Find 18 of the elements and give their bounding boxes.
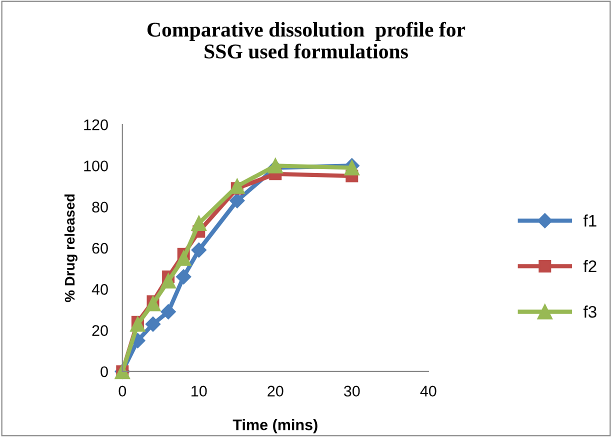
y-tick-label: 40 <box>92 284 108 295</box>
y-tick-label: 60 <box>92 242 108 254</box>
chart-title: Comparative dissolution profile for SSG used formulations <box>147 22 466 59</box>
y-axis-title: % Drug released <box>64 194 78 302</box>
y-tick-label: 20 <box>92 325 108 336</box>
x-tick-label: 20 <box>268 386 284 397</box>
y-tick-label: 100 <box>84 160 108 172</box>
y-tick-label: 120 <box>84 119 108 130</box>
x-tick-label: 30 <box>344 386 360 397</box>
y-tick-label: 0 <box>100 366 108 378</box>
legend-label: f1 <box>583 214 596 227</box>
x-tick-label: 40 <box>420 386 436 397</box>
legend-label: f3 <box>583 306 596 318</box>
x-axis-title: Time (mins) <box>232 419 318 434</box>
x-tick-label: 0 <box>118 386 126 397</box>
legend-label: f2 <box>583 260 596 272</box>
y-tick-label: 80 <box>92 202 108 213</box>
x-tick-label: 10 <box>192 386 207 397</box>
